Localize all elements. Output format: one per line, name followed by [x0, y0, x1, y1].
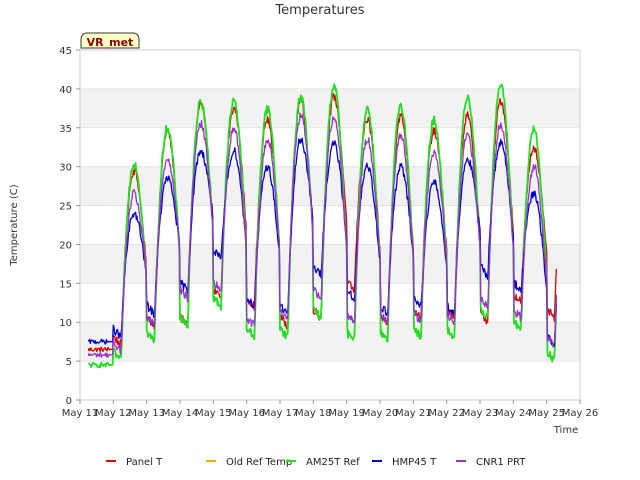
legend-label: AM25T Ref	[306, 457, 360, 468]
y-tick-label: 35	[59, 124, 72, 135]
x-tick-label: May 21	[395, 408, 432, 419]
grid-band	[80, 166, 580, 206]
x-axis-title: Time	[553, 425, 578, 436]
y-tick-label: 15	[59, 279, 72, 290]
series-line-cnr1-prt	[87, 112, 558, 358]
x-tick-label: May 12	[95, 408, 132, 419]
site-badge-label: VR_met	[87, 36, 134, 49]
site-badge: VR_met	[80, 32, 140, 49]
x-tick-label: May 18	[295, 408, 332, 419]
y-tick-label: 40	[59, 85, 72, 96]
x-tick-label: May 19	[328, 408, 365, 419]
legend-label: CNR1 PRT	[476, 457, 526, 468]
y-tick-label: 20	[59, 240, 72, 251]
y-tick-label: 5	[66, 357, 72, 368]
y-tick-label: 25	[59, 202, 72, 213]
legend: Panel T Old Ref Temp AM25T Ref HMP45 T CNR1 …	[106, 457, 526, 468]
x-tick-label: May 11	[62, 408, 99, 419]
x-tick-label: May 15	[195, 408, 232, 419]
x-tick-label: May 17	[262, 408, 299, 419]
grid-band	[80, 322, 580, 362]
y-axis: 0 5 10 15 20 25 30 35 40 45	[59, 46, 80, 407]
y-tick-label: 45	[59, 46, 72, 57]
legend-label: HMP45 T	[392, 457, 437, 468]
grid-band	[80, 244, 580, 284]
x-tick-label: May 16	[228, 408, 265, 419]
legend-label: Panel T	[126, 457, 163, 468]
chart-title: Temperatures	[274, 3, 364, 18]
y-tick-label: 10	[59, 318, 72, 329]
series-layer	[87, 83, 558, 369]
y-tick-label: 0	[66, 396, 72, 407]
legend-label: Old Ref Temp	[226, 457, 292, 468]
x-tick-label: May 26	[562, 408, 599, 419]
x-tick-label: May 20	[362, 408, 399, 419]
x-tick-label: May 22	[428, 408, 465, 419]
plot-frame	[79, 49, 581, 401]
x-tick-label: May 14	[162, 408, 199, 419]
x-tick-label: May 24	[495, 408, 532, 419]
site-badge-box	[80, 32, 140, 49]
x-tick-label: May 23	[462, 408, 499, 419]
y-axis-title: Temperature (C)	[9, 184, 20, 266]
x-tick-label: May 13	[128, 408, 165, 419]
x-tick-label: May 25	[528, 408, 565, 419]
y-tick-label: 30	[59, 163, 72, 174]
